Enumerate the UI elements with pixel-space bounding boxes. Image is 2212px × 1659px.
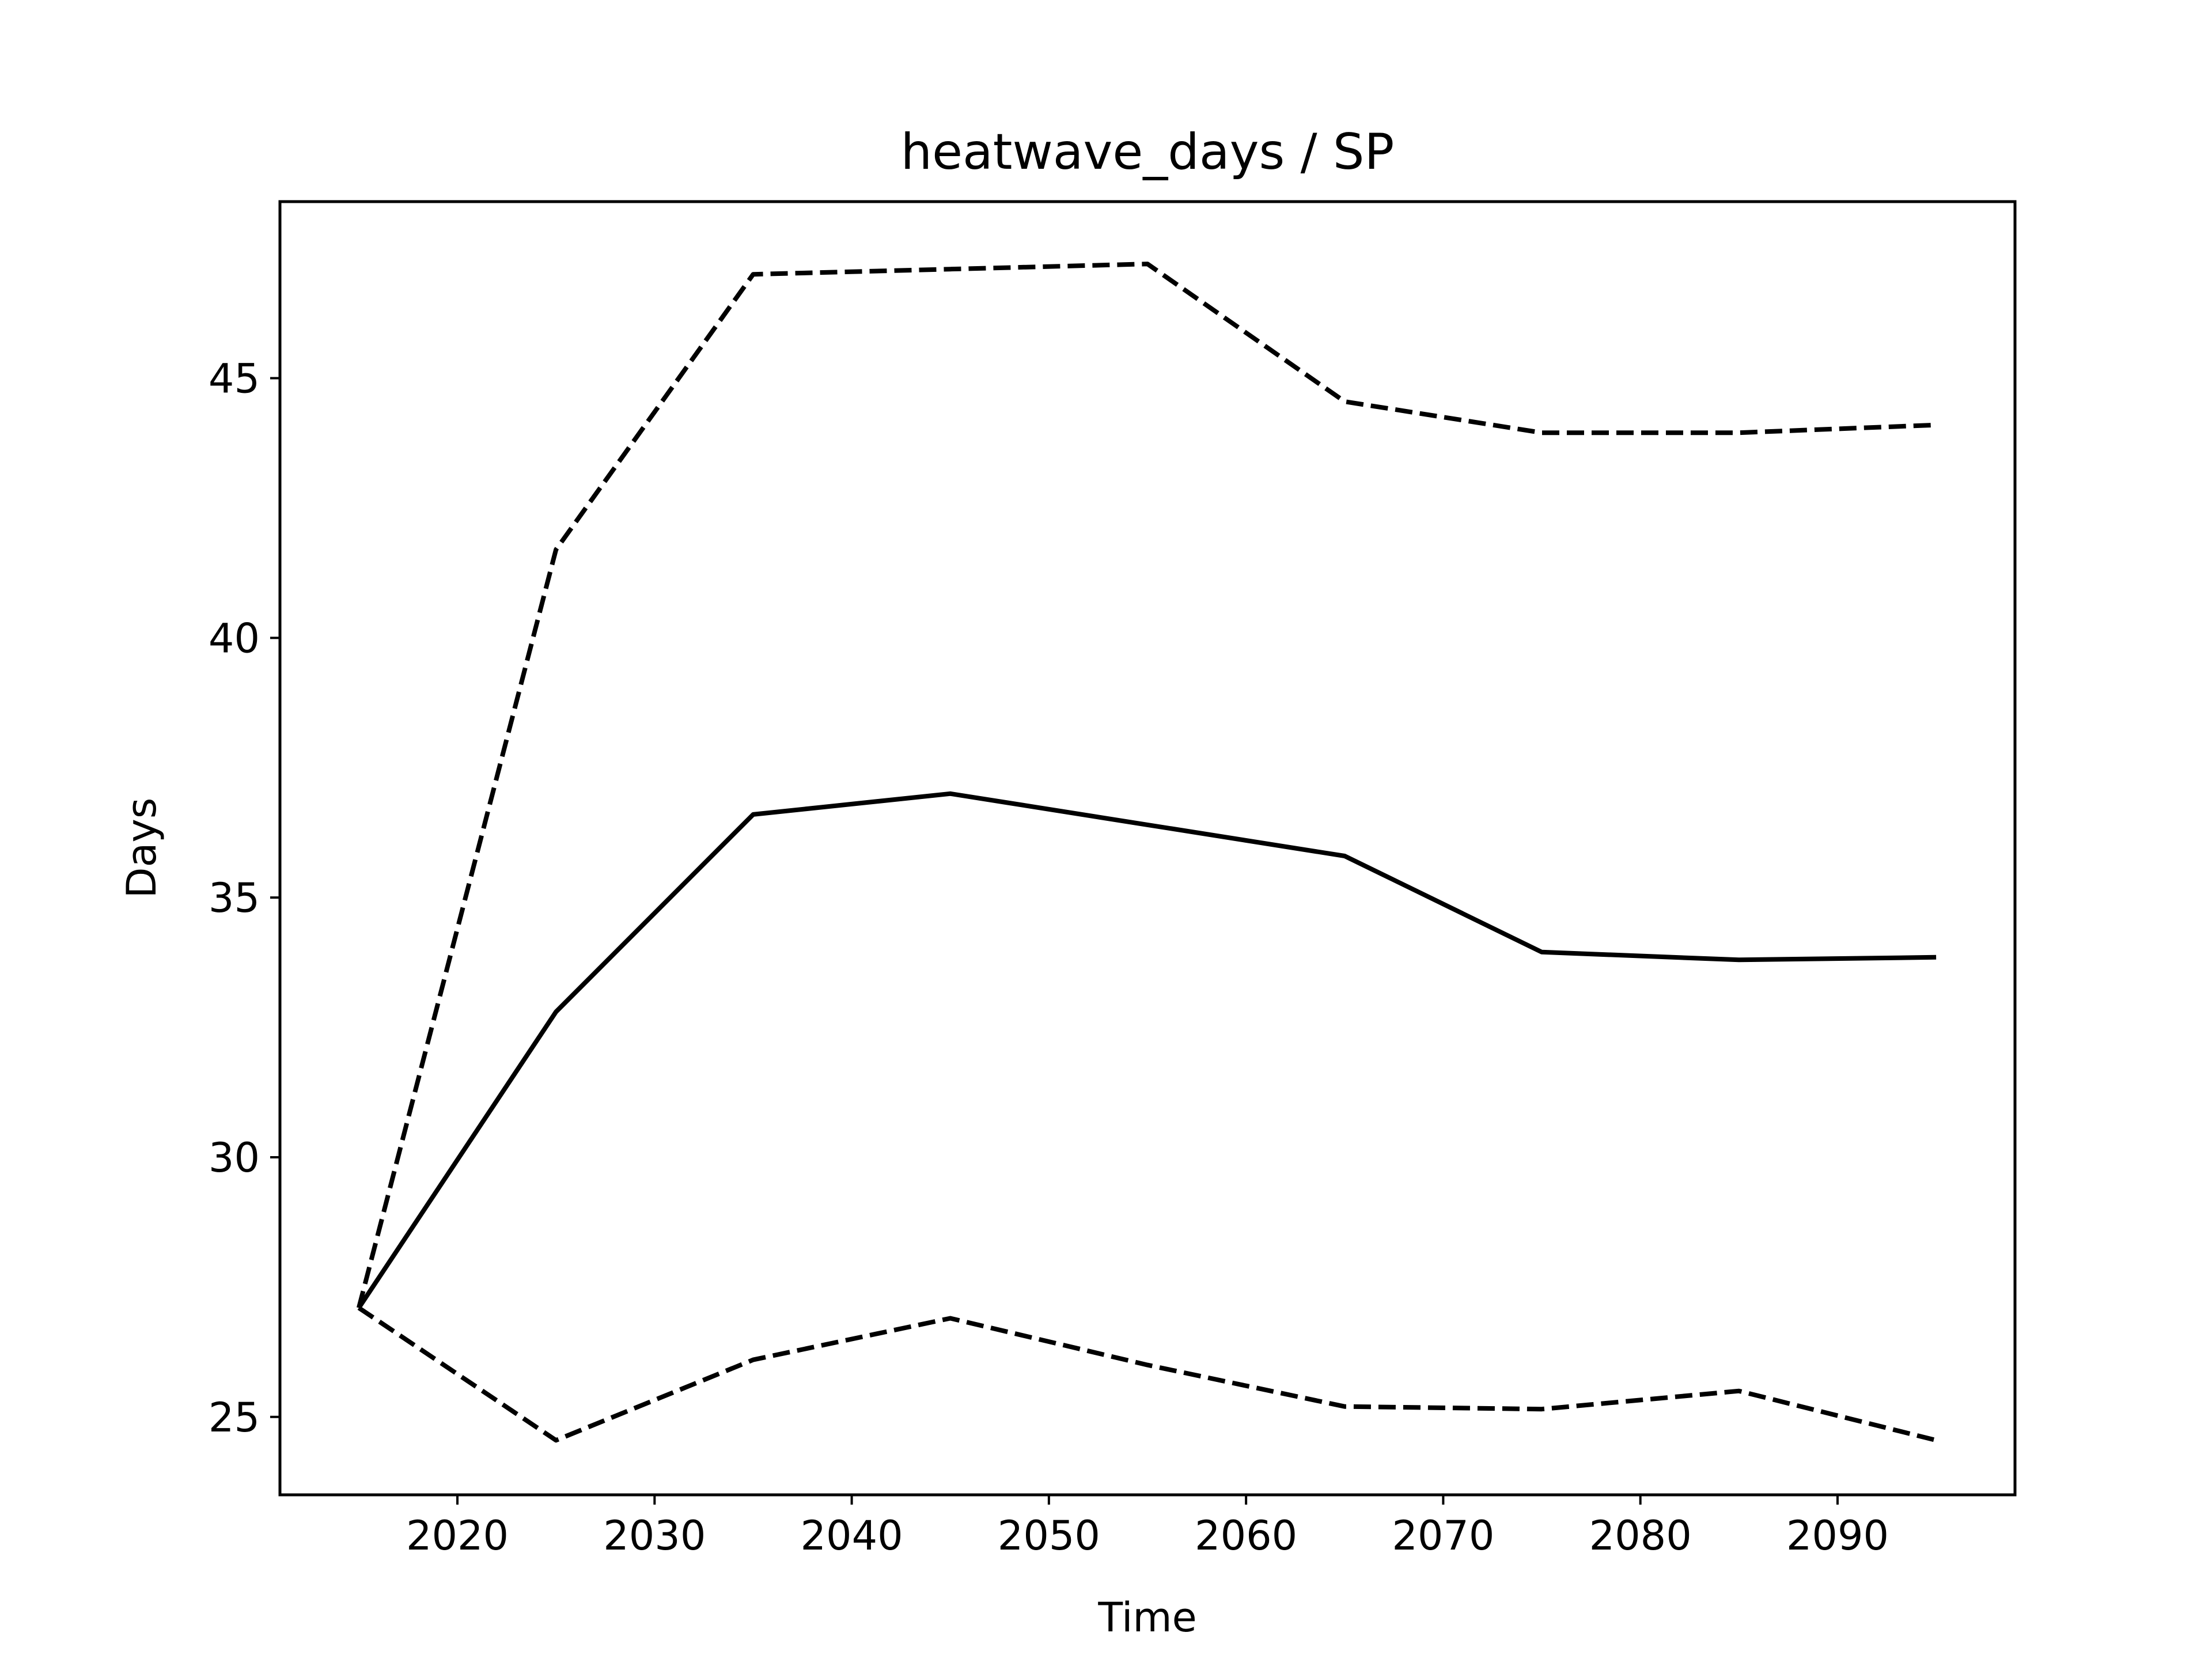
- dashed-series-line-1: [357, 262, 1937, 1309]
- y-tick-label: 25: [209, 1394, 260, 1441]
- y-axis-label: Days: [118, 798, 165, 899]
- x-tick-label: 2030: [603, 1512, 706, 1559]
- y-tick-label: 35: [209, 874, 260, 922]
- chart-title: heatwave_days / SP: [901, 123, 1395, 181]
- y-tick-label: 45: [209, 355, 260, 403]
- plot-frame: [278, 200, 2017, 1497]
- x-tick-label: 2090: [1786, 1512, 1889, 1559]
- dashed-series-line-2: [357, 1306, 1937, 1443]
- x-axis-label: Time: [1097, 1594, 1196, 1641]
- x-tick-label: 2020: [406, 1512, 509, 1559]
- plot-area: [278, 200, 2017, 1497]
- x-tick-label: 2040: [801, 1512, 903, 1559]
- x-axis: 2020 2030 2040 2050 2060 2070 2080 2090: [406, 1495, 1889, 1559]
- y-tick-label: 30: [209, 1134, 260, 1181]
- solid-series-line-0: [357, 791, 1937, 1309]
- y-tick-label: 40: [209, 615, 260, 662]
- x-tick-label: 2060: [1195, 1512, 1297, 1559]
- x-tick-label: 2070: [1392, 1512, 1494, 1559]
- y-axis: 25 30 35 40 45: [209, 355, 280, 1441]
- series-layer: [357, 262, 1937, 1443]
- x-tick-label: 2050: [998, 1512, 1100, 1559]
- x-tick-label: 2080: [1589, 1512, 1692, 1559]
